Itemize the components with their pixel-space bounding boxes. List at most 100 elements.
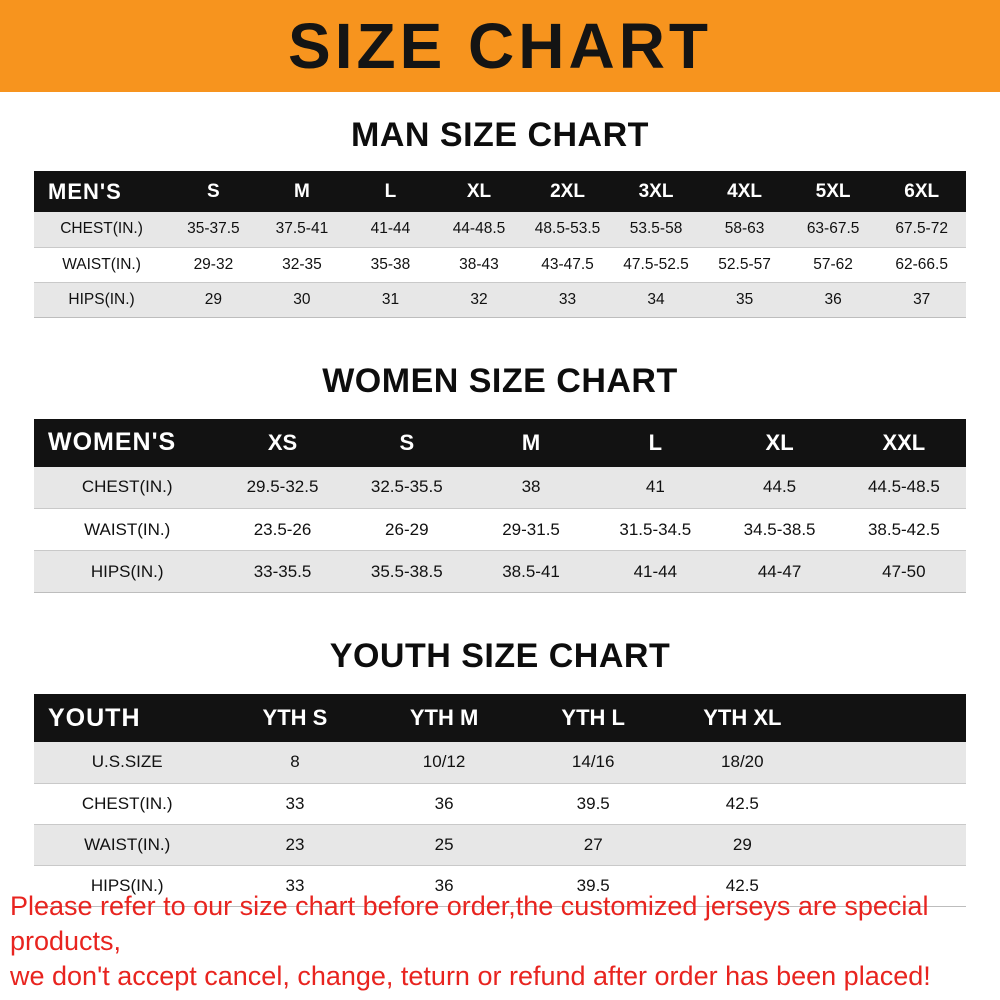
value-cell: 8: [220, 742, 370, 783]
size-header-cell: M: [257, 171, 347, 212]
row-label-cell: WAIST(IN.): [34, 247, 170, 282]
table-title-cell: WOMEN'S: [34, 418, 221, 467]
value-cell: 35-37.5: [169, 212, 258, 247]
value-cell: 44.5-48.5: [841, 466, 966, 509]
value-cell: 35: [700, 282, 789, 317]
value-cell: 35.5-38.5: [344, 550, 469, 593]
value-cell: 44-47: [717, 550, 842, 593]
size-header-cell: 2XL: [523, 171, 612, 212]
value-cell: 42.5: [667, 783, 817, 824]
size-header-cell: S: [344, 418, 469, 467]
row-label-cell: HIPS(IN.): [34, 282, 170, 317]
value-cell: 29: [667, 824, 817, 865]
value-cell: 29: [169, 282, 258, 317]
value-cell: 23: [220, 824, 370, 865]
size-header-cell: YTH M: [369, 694, 519, 742]
value-cell: 38-43: [434, 247, 524, 282]
footer-note-line2: we don't accept cancel, change, teturn o…: [10, 960, 931, 991]
size-chart-title: SIZE CHART: [288, 10, 712, 82]
value-cell: 57-62: [788, 247, 878, 282]
row-label-cell: WAIST(IN.): [34, 508, 221, 551]
size-header-cell: YTH S: [220, 694, 370, 742]
measurement-row: HIPS(IN.) 33-35.5 35.5-38.5 38.5-41 41-44 44-…: [34, 550, 966, 593]
value-cell: 36: [369, 865, 519, 906]
value-cell: 34.5-38.5: [717, 508, 842, 551]
youth-size-table: YOUTH YTH S YTH M YTH L YTH XL U.S.SIZE 8 10/12…: [34, 694, 966, 907]
filler-cell: [816, 694, 966, 742]
measurement-row: CHEST(IN.) 33 36 39.5 42.5: [34, 783, 966, 824]
row-label-cell: HIPS(IN.): [34, 865, 221, 906]
value-cell: 18/20: [667, 742, 817, 783]
value-cell: 63-67.5: [788, 212, 878, 247]
value-cell: 38.5-41: [468, 550, 594, 593]
filler-cell: [816, 742, 966, 783]
value-cell: 36: [788, 282, 878, 317]
size-header-cell: XS: [220, 418, 345, 467]
filler-cell: [816, 783, 966, 824]
size-header-cell: 6XL: [877, 171, 966, 212]
value-cell: 31.5-34.5: [593, 508, 718, 551]
value-cell: 41-44: [346, 212, 435, 247]
value-cell: 34: [611, 282, 701, 317]
size-header-cell: YTH XL: [667, 694, 817, 742]
men-size-chart-section: MAN SIZE CHART MEN'S S M L XL 2XL 3XL 4XL 5XL 6XL…: [0, 116, 1000, 318]
row-label-cell: CHEST(IN.): [34, 783, 221, 824]
value-cell: 52.5-57: [700, 247, 789, 282]
value-cell: 67.5-72: [877, 212, 966, 247]
measurement-row: WAIST(IN.) 23.5-26 26-29 29-31.5 31.5-34.5 34…: [34, 508, 966, 551]
value-cell: 26-29: [344, 508, 469, 551]
measurement-row: CHEST(IN.) 29.5-32.5 32.5-35.5 38 41 44.5 44.5…: [34, 466, 966, 509]
value-cell: 35-38: [346, 247, 435, 282]
row-label-cell: U.S.SIZE: [34, 742, 221, 783]
value-cell: 62-66.5: [877, 247, 966, 282]
row-label-cell: HIPS(IN.): [34, 550, 221, 593]
measurement-row: U.S.SIZE 8 10/12 14/16 18/20: [34, 742, 966, 783]
value-cell: 32.5-35.5: [344, 466, 469, 509]
value-cell: 37: [877, 282, 966, 317]
value-cell: 37.5-41: [257, 212, 347, 247]
size-header-cell: 5XL: [788, 171, 878, 212]
value-cell: 33: [220, 783, 370, 824]
measurement-row: WAIST(IN.) 23 25 27 29: [34, 824, 966, 865]
size-table-header-row: WOMEN'S XS S M L XL XXL: [34, 418, 966, 467]
value-cell: 32: [434, 282, 524, 317]
row-label-cell: CHEST(IN.): [34, 466, 221, 509]
measurement-row: CHEST(IN.) 35-37.5 37.5-41 41-44 44-48.5 48.5…: [34, 212, 966, 247]
value-cell: 47.5-52.5: [611, 247, 701, 282]
value-cell: 43-47.5: [523, 247, 612, 282]
women-size-chart-section: WOMEN SIZE CHART WOMEN'S XS S M L XL XXL CHEST(…: [0, 362, 1000, 594]
value-cell: 53.5-58: [611, 212, 701, 247]
size-header-cell: M: [468, 418, 594, 467]
value-cell: 47-50: [841, 550, 966, 593]
value-cell: 44-48.5: [434, 212, 524, 247]
value-cell: 29-32: [169, 247, 258, 282]
measurement-row: HIPS(IN.) 33 36 39.5 42.5: [34, 865, 966, 906]
size-header-cell: XXL: [841, 418, 966, 467]
table-title-cell: YOUTH: [34, 694, 221, 742]
size-chart-banner: SIZE CHART: [0, 0, 1000, 92]
value-cell: 39.5: [518, 783, 668, 824]
size-header-cell: YTH L: [518, 694, 668, 742]
value-cell: 14/16: [518, 742, 668, 783]
row-label-cell: WAIST(IN.): [34, 824, 221, 865]
women-chart-heading: WOMEN SIZE CHART: [322, 361, 678, 400]
size-header-cell: XL: [434, 171, 524, 212]
footer-note: Please refer to our size chart before or…: [10, 889, 990, 994]
value-cell: 31: [346, 282, 435, 317]
men-chart-heading: MAN SIZE CHART: [351, 116, 649, 154]
size-header-cell: L: [593, 418, 718, 467]
value-cell: 38: [468, 466, 594, 509]
value-cell: 41: [593, 466, 718, 509]
value-cell: 44.5: [717, 466, 842, 509]
value-cell: 30: [257, 282, 347, 317]
value-cell: 29-31.5: [468, 508, 594, 551]
size-header-cell: XL: [717, 418, 842, 467]
size-table-header-row: MEN'S S M L XL 2XL 3XL 4XL 5XL 6XL: [34, 171, 966, 212]
youth-chart-heading: YOUTH SIZE CHART: [329, 637, 671, 675]
value-cell: 32-35: [257, 247, 347, 282]
value-cell: 25: [369, 824, 519, 865]
size-header-cell: 3XL: [611, 171, 701, 212]
youth-size-chart-section: YOUTH SIZE CHART YOUTH YTH S YTH M YTH L YTH…: [0, 637, 1000, 907]
value-cell: 33-35.5: [220, 550, 345, 593]
women-size-table: WOMEN'S XS S M L XL XXL CHEST(IN.) 29.5-32.5 32.5…: [34, 418, 966, 594]
